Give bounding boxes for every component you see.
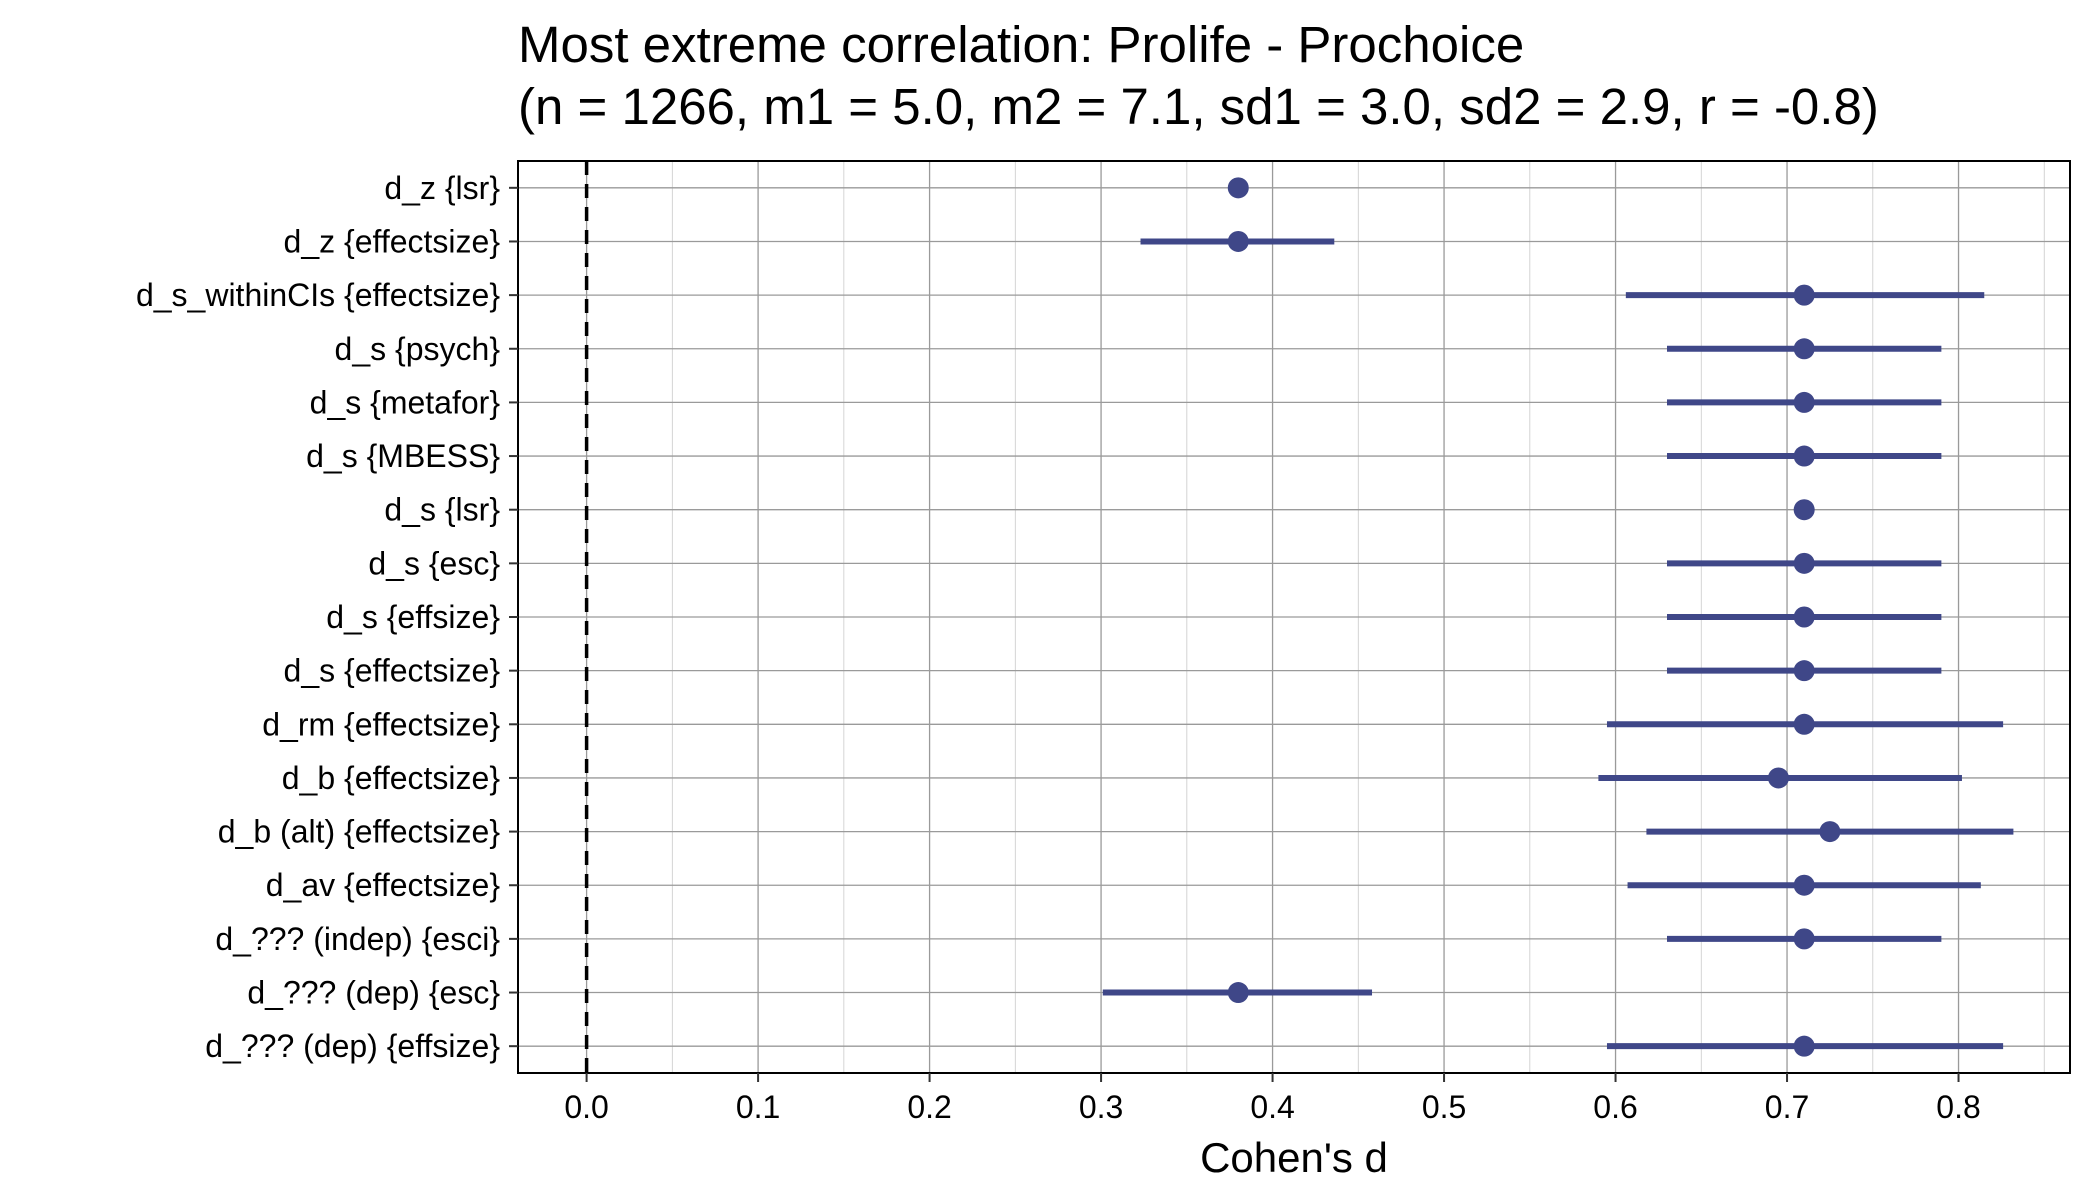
y-tick-label: d_z {lsr}	[384, 170, 500, 206]
y-tick-label: d_b (alt) {effectsize}	[218, 814, 501, 850]
estimate-point	[1793, 660, 1815, 682]
estimate-point	[1793, 391, 1815, 413]
y-tick-label: d_s {effectsize}	[284, 653, 501, 689]
y-tick-labels: d_z {lsr} d_z {effectsize} d_s_withinCIs {…	[136, 170, 518, 1064]
y-tick-label: d_b {effectsize}	[282, 760, 501, 796]
estimate-point	[1227, 230, 1249, 252]
y-tick-label: d_s_withinCIs {effectsize}	[136, 277, 500, 313]
estimate-point	[1793, 1035, 1815, 1057]
y-tick-label: d_??? (indep) {esci}	[215, 921, 500, 957]
x-tick-label: 0.1	[736, 1089, 780, 1125]
y-tick-label: d_s {effsize}	[326, 599, 500, 635]
y-tick-label: d_??? (dep) {esc}	[247, 975, 500, 1011]
x-tick-label: 0.6	[1593, 1089, 1637, 1125]
estimate-point	[1793, 499, 1815, 521]
x-tick-label: 0.0	[564, 1089, 608, 1125]
x-tick-label: 0.5	[1422, 1089, 1466, 1125]
estimate-point	[1767, 767, 1789, 789]
estimate-point	[1793, 713, 1815, 735]
estimate-point	[1793, 284, 1815, 306]
estimate-point	[1793, 338, 1815, 360]
y-tick-label: d_??? (dep) {effsize}	[205, 1028, 500, 1064]
y-tick-label: d_s {lsr}	[384, 492, 500, 528]
y-tick-label: d_s {esc}	[368, 545, 500, 581]
x-tick-label: 0.7	[1765, 1089, 1809, 1125]
y-tick-label: d_rm {effectsize}	[262, 706, 500, 742]
y-tick-label: d_s {MBESS}	[306, 438, 500, 474]
estimate-point	[1793, 552, 1815, 574]
x-tick-label: 0.8	[1936, 1089, 1980, 1125]
x-tick-label: 0.3	[1079, 1089, 1123, 1125]
estimate-point	[1793, 874, 1815, 896]
estimate-point	[1793, 928, 1815, 950]
estimate-point	[1227, 982, 1249, 1004]
estimate-point	[1227, 177, 1249, 199]
chart-subtitle: (n = 1266, m1 = 5.0, m2 = 7.1, sd1 = 3.0…	[518, 78, 1879, 135]
y-tick-label: d_s {metafor}	[310, 384, 501, 420]
estimate-point	[1793, 606, 1815, 628]
x-axis-label: Cohen's d	[1200, 1134, 1388, 1181]
data-marks	[1102, 177, 2014, 1057]
y-tick-label: d_z {effectsize}	[284, 223, 501, 259]
y-tick-label: d_s {psych}	[335, 331, 501, 367]
x-tick-label: 0.4	[1250, 1089, 1294, 1125]
estimate-point	[1819, 821, 1841, 843]
chart-title-block: Most extreme correlation: Prolife - Proc…	[518, 14, 1879, 138]
estimate-point	[1793, 445, 1815, 467]
x-tick-label: 0.2	[907, 1089, 951, 1125]
x-tick-labels: 0.0 0.1 0.2 0.3 0.4 0.5 0.6 0.7 0.8	[564, 1073, 1981, 1125]
chart-title: Most extreme correlation: Prolife - Proc…	[518, 16, 1525, 73]
y-tick-label: d_av {effectsize}	[266, 867, 501, 903]
